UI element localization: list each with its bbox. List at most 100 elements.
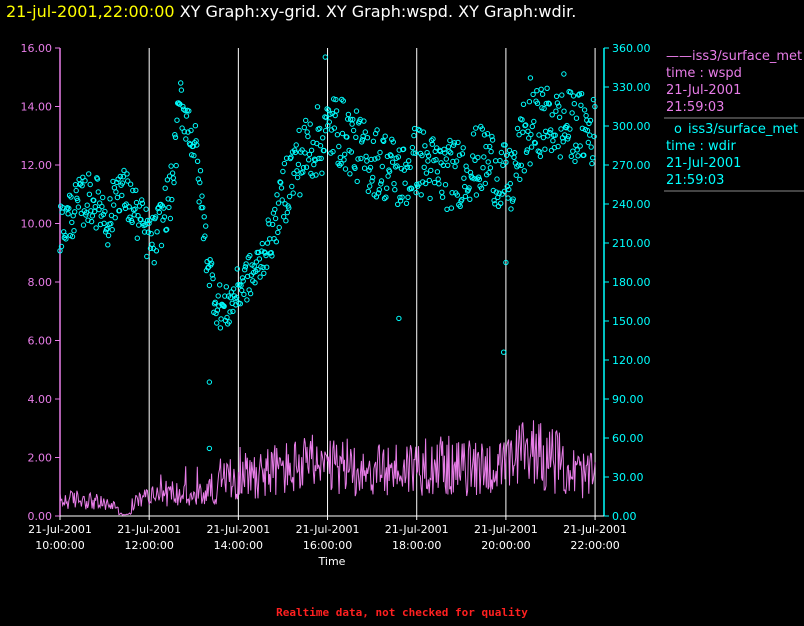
wdir-point bbox=[574, 147, 580, 153]
wdir-point bbox=[425, 153, 432, 159]
wdir-point bbox=[462, 193, 469, 200]
y-right-tick-label: 330.00 bbox=[612, 81, 651, 94]
wdir-point bbox=[491, 197, 497, 204]
wdir-point bbox=[78, 210, 85, 217]
wdir-point bbox=[303, 164, 310, 170]
wdir-point bbox=[239, 287, 245, 294]
y-right-tick-label: 360.00 bbox=[612, 42, 651, 55]
wdir-point bbox=[114, 179, 120, 186]
wdir-point bbox=[170, 175, 177, 181]
wdir-point bbox=[352, 165, 358, 172]
x-axis-label: Time bbox=[318, 555, 346, 568]
wdir-point bbox=[383, 194, 389, 200]
wdir-point bbox=[183, 136, 189, 142]
wdir-point bbox=[421, 164, 427, 171]
wdir-point bbox=[75, 197, 81, 204]
wdir-point bbox=[362, 129, 368, 135]
wdir-point bbox=[350, 116, 356, 123]
wdir-point bbox=[487, 143, 493, 150]
wdir-point bbox=[367, 183, 373, 189]
wdir-point bbox=[102, 208, 108, 215]
wdir-point bbox=[398, 165, 405, 172]
wdir-point bbox=[208, 260, 215, 266]
wdir-point bbox=[480, 165, 486, 171]
wdir-point bbox=[410, 150, 416, 156]
wdir-point bbox=[527, 75, 534, 81]
wdir-point bbox=[496, 190, 502, 196]
wdir-point bbox=[493, 189, 499, 195]
y-right-tick-label: 240.00 bbox=[612, 198, 651, 211]
wdir-point bbox=[467, 196, 473, 203]
legend-wdir-source: o iss3/surface_met bbox=[666, 121, 798, 138]
wdir-point bbox=[466, 185, 472, 191]
quality-notice: Realtime data, not checked for quality bbox=[276, 606, 528, 619]
wdir-point bbox=[123, 201, 129, 207]
x-tick-label-time: 14:00:00 bbox=[214, 539, 263, 552]
wdir-point bbox=[532, 140, 538, 146]
wdir-point bbox=[223, 284, 230, 290]
wdir-point bbox=[459, 197, 465, 203]
wdir-point bbox=[275, 200, 282, 206]
wdir-point bbox=[251, 263, 257, 269]
wdir-point bbox=[444, 206, 450, 213]
wdir-point bbox=[289, 183, 295, 190]
wdir-point bbox=[173, 162, 179, 169]
wdir-point bbox=[107, 196, 113, 202]
wdir-point bbox=[529, 123, 535, 130]
wdir-point bbox=[134, 235, 141, 241]
x-tick-label-date: 21-Jul-2001 bbox=[117, 523, 181, 536]
wdir-point bbox=[591, 133, 597, 140]
wdir-point bbox=[62, 232, 68, 239]
wdir-point bbox=[113, 189, 119, 195]
wdir-point bbox=[80, 222, 87, 228]
wdir-point bbox=[403, 161, 409, 168]
wdir-point bbox=[139, 200, 146, 207]
wdir-point bbox=[119, 180, 126, 186]
wdir-point bbox=[330, 148, 336, 155]
wdir-point bbox=[568, 153, 574, 160]
wdir-point bbox=[539, 91, 546, 97]
wdir-point bbox=[381, 138, 387, 145]
wdir-point bbox=[519, 117, 525, 123]
wdir-point bbox=[172, 134, 179, 141]
wdir-point bbox=[169, 170, 176, 176]
y-left-tick-label: 14.00 bbox=[21, 101, 53, 114]
wdir-point bbox=[394, 163, 400, 169]
wdir-point bbox=[379, 163, 385, 170]
wdir-point bbox=[233, 294, 240, 301]
wdir-point bbox=[146, 220, 152, 227]
x-tick-label-time: 10:00:00 bbox=[35, 539, 84, 552]
wdir-point bbox=[553, 93, 560, 100]
wdir-point bbox=[215, 293, 221, 299]
wdir-point bbox=[528, 131, 534, 138]
wdir-point bbox=[411, 125, 418, 132]
wdir-point bbox=[517, 176, 523, 183]
wdir-point bbox=[492, 158, 499, 164]
wdir-point bbox=[548, 127, 554, 133]
wdir-point bbox=[590, 96, 597, 103]
wdir-point bbox=[388, 153, 394, 159]
wdir-point bbox=[69, 233, 76, 240]
wdir-point bbox=[241, 291, 247, 298]
wdir-point bbox=[89, 213, 96, 219]
wdir-point bbox=[481, 154, 487, 160]
wdir-point bbox=[540, 134, 547, 141]
wdir-point bbox=[515, 162, 522, 168]
wdir-point bbox=[243, 261, 249, 267]
wdir-point bbox=[264, 264, 270, 270]
wdir-point bbox=[219, 302, 226, 308]
wdir-point bbox=[547, 130, 553, 136]
wdir-point bbox=[472, 157, 478, 164]
wdir-point bbox=[429, 141, 435, 147]
wdir-point bbox=[559, 92, 565, 98]
wdir-point bbox=[503, 152, 510, 159]
wdir-point bbox=[151, 260, 157, 266]
wdir-point bbox=[209, 272, 216, 278]
wdir-point bbox=[218, 316, 224, 322]
wdir-point bbox=[100, 211, 107, 218]
wdir-point bbox=[461, 175, 467, 181]
wdir-point bbox=[144, 253, 150, 260]
wdir-point bbox=[88, 218, 95, 225]
wdir-point bbox=[441, 146, 447, 153]
wdir-point bbox=[562, 124, 569, 130]
